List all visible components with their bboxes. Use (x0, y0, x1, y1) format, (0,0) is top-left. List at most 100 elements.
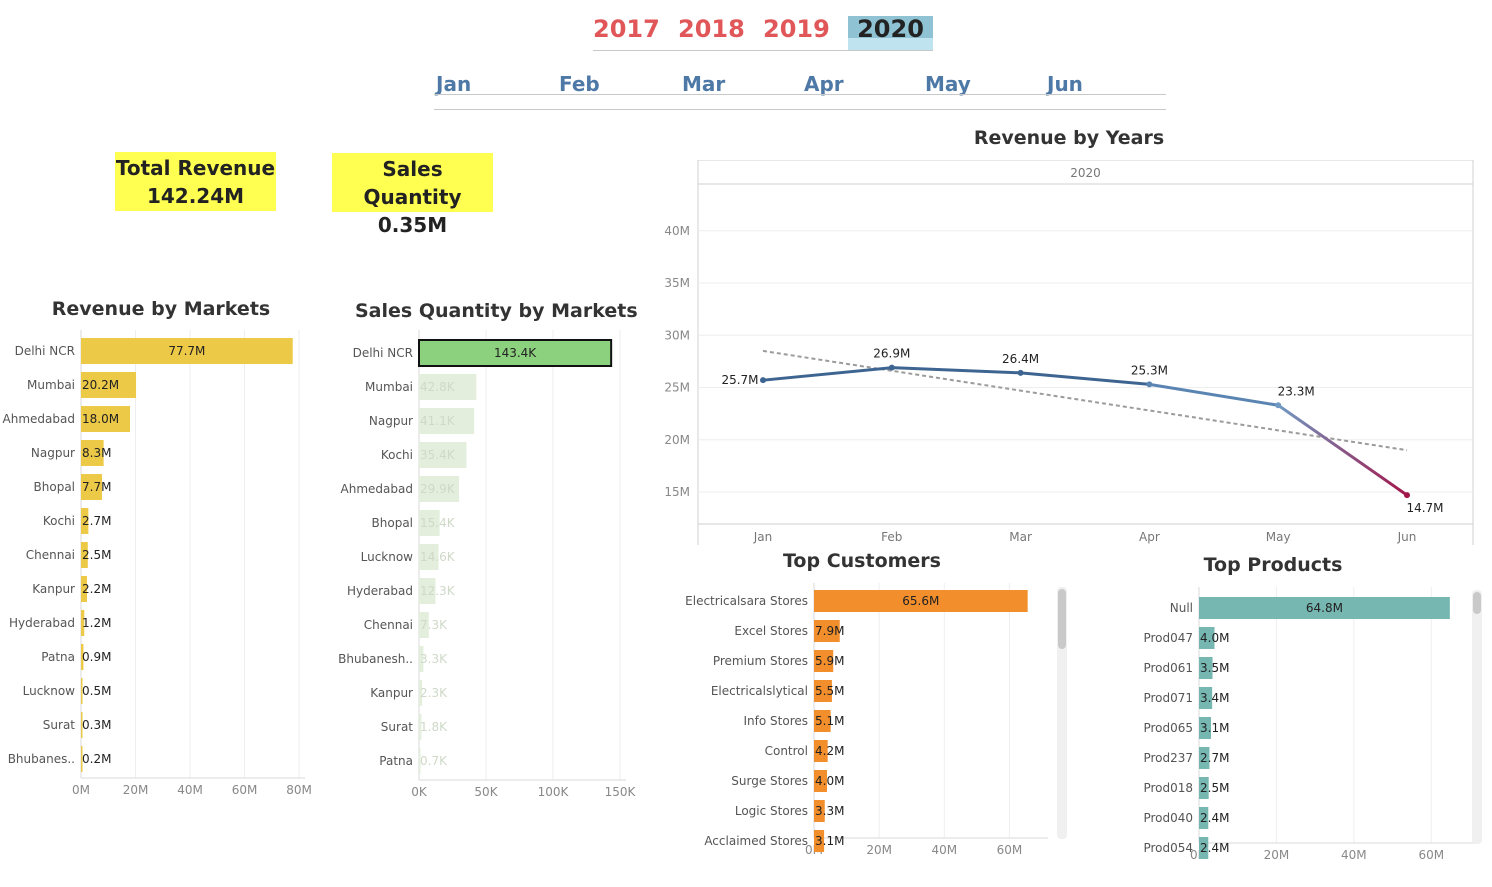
revenue-by-markets-bar-kochi (81, 508, 89, 534)
month-option-may[interactable]: May (925, 72, 971, 96)
revenue-by-markets-bar-bhopal (81, 474, 102, 500)
top-customers-tick-label: 40M (931, 843, 957, 857)
kpi-sales-quantity-value: 0.35M (377, 213, 448, 237)
sales-quantity-by-markets-data-label: 35.4K (420, 448, 456, 462)
revenue-by-markets-data-label: 0.5M (82, 684, 111, 698)
top-products-scrollbar[interactable] (1472, 590, 1482, 844)
revenue-by-markets-bar-patna (81, 644, 84, 670)
top-products-tick-label: 60M (1418, 848, 1444, 862)
year-option-2020-selected[interactable]: 2020 (848, 16, 933, 50)
revenue-by-markets-data-label: 2.7M (82, 514, 111, 528)
revenue-by-markets-tick-label: 60M (232, 783, 258, 797)
sales-quantity-by-markets-bar-mumbai (419, 374, 477, 400)
top-customers-bar-surge-stores (814, 770, 828, 792)
top-customers-bar-electricalslytical (814, 680, 832, 702)
month-filter-divider (434, 94, 1166, 95)
sales-quantity-by-markets-category-label: Bhopal (372, 516, 413, 530)
revenue-by-years-point-feb (888, 364, 895, 371)
revenue-by-years-data-label: 23.3M (1278, 384, 1315, 398)
sales-quantity-by-markets-data-label: 15.4K (420, 516, 456, 530)
revenue-by-years-panel-header-label: 2020 (1070, 166, 1101, 180)
revenue-by-markets-title: Revenue by Markets (51, 298, 271, 320)
top-products-category-label: Prod054 (1143, 841, 1193, 855)
top-products-tick-label: 20M (1264, 848, 1290, 862)
top-products-category-label: Prod040 (1143, 811, 1193, 825)
year-option-2017[interactable]: 2017 (593, 15, 660, 43)
top-products-data-label: 3.5M (1200, 661, 1229, 675)
sales-quantity-by-markets-category-label: Lucknow (361, 550, 414, 564)
top-customers-category-label: Excel Stores (734, 624, 808, 638)
kpi-total-revenue-label: Total Revenue (115, 156, 276, 180)
year-option-2019[interactable]: 2019 (763, 15, 830, 43)
sales-quantity-by-markets-data-label: 14.6K (420, 550, 456, 564)
year-option-2018[interactable]: 2018 (678, 15, 745, 43)
top-customers-title: Top Customers (783, 550, 941, 572)
top-products-category-label: Prod071 (1143, 691, 1193, 705)
sales-quantity-by-markets-bar-kanpur (419, 680, 423, 706)
top-customers-scrollbar[interactable] (1057, 587, 1067, 839)
top-products-bar-prod040 (1199, 807, 1209, 829)
top-customers-category-label: Acclaimed Stores (704, 834, 808, 848)
revenue-by-markets-data-label: 7.7M (82, 480, 111, 494)
month-option-jun[interactable]: Jun (1047, 72, 1083, 96)
top-products-data-label: 4.0M (1200, 631, 1229, 645)
month-option-feb[interactable]: Feb (559, 72, 600, 96)
revenue-by-markets-category-label: Delhi NCR (15, 344, 75, 358)
top-customers-scroll-thumb[interactable] (1058, 589, 1066, 649)
sales-quantity-by-markets-data-label: 12.3K (420, 584, 456, 598)
revenue-by-markets-category-label: Bhubanes.. (8, 752, 75, 766)
revenue-by-years-series-segment (1019, 371, 1151, 386)
top-products-data-label: 3.1M (1200, 721, 1229, 735)
revenue-by-markets-data-label: 0.2M (82, 752, 111, 766)
revenue-by-markets-data-label: 0.9M (82, 650, 111, 664)
revenue-by-markets-category-label: Nagpur (31, 446, 75, 460)
top-customers-bar-logic-stores (814, 800, 825, 822)
revenue-by-years-x-tick-label: Jan (753, 530, 773, 544)
month-option-jan[interactable]: Jan (436, 72, 472, 96)
top-customers-data-label: 4.2M (815, 744, 844, 758)
revenue-by-years-trend-line (762, 349, 1408, 452)
revenue-by-markets-data-label: 2.5M (82, 548, 111, 562)
kpi-total-revenue-value: 142.24M (146, 184, 245, 208)
top-products-data-label: 2.4M (1200, 841, 1229, 855)
sales-quantity-by-markets-data-label: 3.3K (420, 652, 448, 666)
revenue-by-markets-category-label: Lucknow (23, 684, 76, 698)
revenue-by-markets-bar-hyderabad (81, 610, 85, 636)
top-products-bar-null (1199, 597, 1450, 619)
sales-quantity-by-markets-tick-label: 150K (605, 785, 637, 799)
top-customers-bar-premium-stores (814, 650, 834, 672)
month-option-apr[interactable]: Apr (804, 72, 844, 96)
revenue-by-years-y-tick-label: 20M (664, 433, 690, 447)
sales-quantity-by-markets-bar-patna (419, 748, 421, 774)
revenue-by-years-x-tick-label: Mar (1009, 530, 1032, 544)
sales-quantity-by-markets-bar-bhubanesh (419, 646, 424, 672)
revenue-by-years-y-tick-label: 40M (664, 224, 690, 238)
top-products-category-label: Null (1170, 601, 1193, 615)
revenue-by-markets-category-label: Chennai (26, 548, 75, 562)
top-products-bar-prod047 (1199, 627, 1215, 649)
top-products-data-label: 2.4M (1200, 811, 1229, 825)
sales-quantity-by-markets-bar-nagpur (419, 408, 475, 434)
month-option-mar[interactable]: Mar (682, 72, 726, 96)
top-customers-category-label: Premium Stores (713, 654, 808, 668)
sales-quantity-by-markets-chart: 0K 50K 100K 150K Delhi NCR 143.4K Mumbai 42.8K N… (338, 330, 637, 799)
top-products-bar-prod061 (1199, 657, 1213, 679)
top-customers-category-label: Electricalslytical (711, 684, 808, 698)
revenue-by-years-x-tick-label: Apr (1139, 530, 1160, 544)
revenue-by-years-y-tick-label: 25M (664, 381, 690, 395)
sales-quantity-by-markets-data-label: 2.3K (420, 686, 448, 700)
revenue-by-years-point-may (1275, 402, 1282, 409)
revenue-by-years-chart: 2020 15M 20M 25M 30M 35M 40M Jan Feb Mar Apr May Jun… (664, 160, 1474, 545)
top-products-category-label: Prod061 (1143, 661, 1193, 675)
sales-quantity-by-markets-category-label: Patna (379, 754, 413, 768)
sales-quantity-by-markets-bar-hyderabad (419, 578, 436, 604)
top-customers-data-label: 5.1M (815, 714, 844, 728)
month-filter-bottom-rule (434, 109, 1166, 110)
top-products-scroll-thumb[interactable] (1473, 592, 1481, 614)
top-customers-category-label: Surge Stores (731, 774, 808, 788)
sales-quantity-by-markets-data-label: 41.1K (420, 414, 456, 428)
sales-quantity-by-markets-bar-ahmedabad (419, 476, 460, 502)
revenue-by-markets-tick-label: 20M (123, 783, 149, 797)
revenue-by-years-x-tick-label: May (1266, 530, 1291, 544)
revenue-by-years-series-segment (1276, 403, 1409, 497)
